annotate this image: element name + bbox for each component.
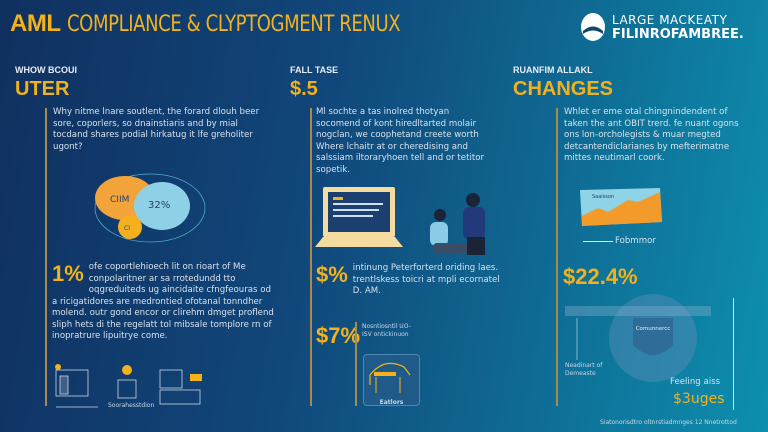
shield-globe-graphic: Comunnercc (565, 294, 711, 382)
bubble-label: 32% (148, 200, 170, 211)
bubble-label: CIIM (110, 195, 129, 205)
logo-line2: FILINROFAMBREE. (612, 26, 744, 42)
col1-body: Why nitme lnare soutlent, the forard dlo… (53, 107, 260, 152)
col3-stat: $22.4% (563, 264, 638, 289)
icon-caption: Soorahesstdion (108, 402, 155, 409)
col3-heading: CHANGES (513, 78, 614, 100)
page-title: AML COMPLIANCE & CLYPTOGMENT RENUX (10, 10, 400, 37)
shield-logo-icon (581, 13, 605, 41)
col1-kicker: WHOW BCOUI (15, 65, 77, 75)
col2-heading: $.5 (290, 78, 318, 100)
col3-body: Whlet er eme otal chingnindendent of tak… (564, 107, 739, 163)
col2-stat2: $7% (316, 323, 361, 348)
shield-text: Comunnercc (636, 326, 671, 332)
divider (45, 108, 47, 406)
col1-heading: UTER (15, 78, 70, 100)
right-label: Feeling aiss (670, 377, 721, 387)
laptop-icon (315, 187, 403, 247)
left-label: Neadinart of Demeaste (565, 362, 603, 377)
col2-kicker: FALL TASE (290, 65, 339, 75)
col1-stat: 1% (52, 261, 84, 286)
col1-stat-text: ofe coportlehioech lit on rioart of Me c… (52, 262, 274, 341)
dome-icon (369, 362, 411, 393)
logo-line1: LARGE MACKEATY (612, 12, 728, 27)
col2-body: Ml sochte a tas inolred thotyan socomend… (316, 107, 484, 175)
server-icon (159, 369, 202, 405)
icon-row (55, 364, 202, 408)
legend-line (583, 241, 613, 242)
col3-kicker: RUANFIM ALLAKL (513, 65, 593, 75)
bubble-label: CI (124, 225, 130, 232)
people-icon (430, 193, 485, 255)
right-stat: $3uges (673, 391, 725, 407)
divider (310, 108, 312, 406)
divider (556, 108, 558, 406)
card-label: Saaisson (592, 194, 614, 200)
lightbulb-icon (117, 365, 137, 399)
bracket-line (733, 298, 734, 410)
laptop-chart-icon (55, 364, 98, 408)
dome-caption: Eatlors (379, 399, 404, 406)
col2-stat2-text: Nosntiosntil UO-ISV ontickinuon (362, 323, 411, 338)
laptop-people-illustration (315, 187, 485, 255)
col2-stat1: $% (316, 262, 348, 287)
dome-card: Eatlors (363, 354, 420, 406)
bubble-diagram: CIIM 32% CI (94, 173, 206, 243)
col2-stat1-block: $% intinung Peterforterd oriding laes. t… (316, 263, 504, 298)
legend-label: Fobmmor (615, 236, 656, 246)
growth-chart-card: Saaisson (580, 188, 662, 226)
col2-stat1-text: intinung Peterforterd oriding laes. tren… (352, 263, 500, 296)
brand-logo: LARGE MACKEATY FILINROFAMBREE. (580, 12, 744, 42)
footnote: Siatonorisdtro oltnrstiadmnges 12 Nnetro… (600, 419, 737, 426)
col1-stat-block: 1% ofe coportlehioech lit on rioart of M… (52, 262, 278, 343)
divider (355, 322, 357, 406)
